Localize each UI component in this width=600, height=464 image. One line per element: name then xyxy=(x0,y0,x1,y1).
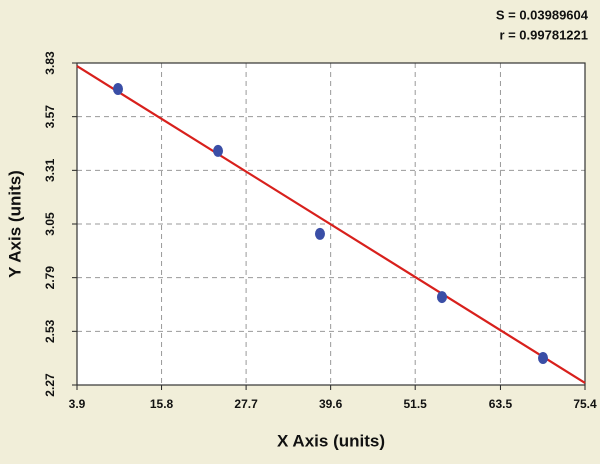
y-axis-title: Y Axis (units) xyxy=(5,170,24,278)
data-point xyxy=(112,83,123,96)
x-tick-label: 27.7 xyxy=(234,397,258,411)
y-tick-label: 3.57 xyxy=(43,105,57,129)
y-tick-label: 3.31 xyxy=(43,158,57,182)
x-tick-label: 75.4 xyxy=(573,397,597,411)
data-point xyxy=(314,227,325,240)
data-point xyxy=(436,291,447,304)
x-tick-label: 39.6 xyxy=(319,397,343,411)
plot-border xyxy=(76,62,586,386)
x-tick-label: 63.5 xyxy=(489,397,513,411)
x-tick-label: 51.5 xyxy=(404,397,428,411)
y-tick-label: 3.83 xyxy=(43,51,57,75)
data-point xyxy=(538,351,549,364)
x-tick-label: 3.9 xyxy=(69,397,86,411)
data-point xyxy=(213,144,224,157)
y-tick-label: 2.27 xyxy=(43,373,57,397)
y-tick-label: 2.53 xyxy=(43,319,57,343)
annotation: r = 0.99781221 xyxy=(499,27,588,42)
x-tick-label: 15.8 xyxy=(150,397,174,411)
annotation: S = 0.03989604 xyxy=(496,7,589,22)
y-tick-label: 2.79 xyxy=(43,266,57,290)
x-axis-title: X Axis (units) xyxy=(277,431,385,450)
fit-line xyxy=(76,65,586,384)
y-tick-label: 3.05 xyxy=(43,212,57,236)
